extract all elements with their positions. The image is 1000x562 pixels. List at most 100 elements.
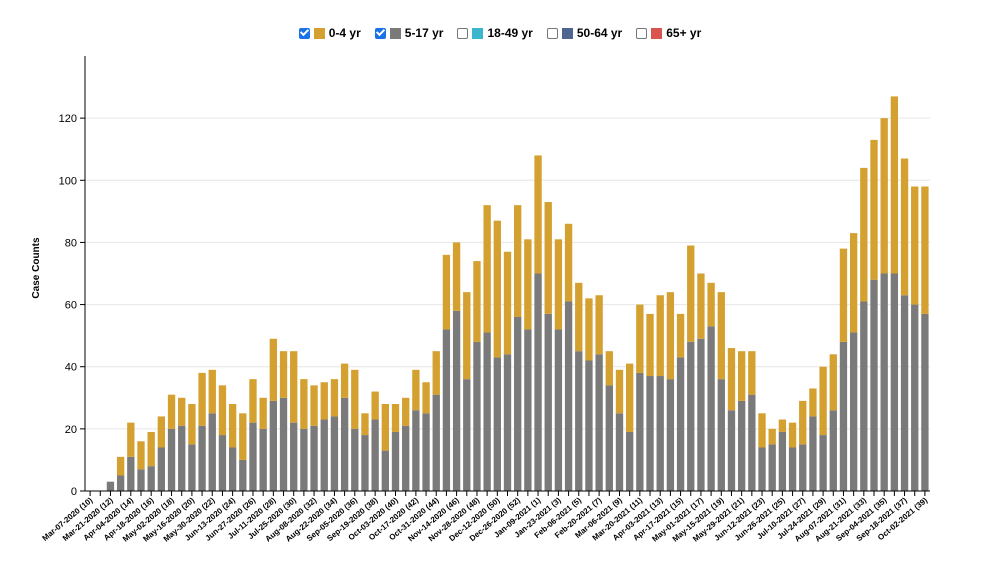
bar-segment-5-17-yr	[819, 435, 827, 491]
bar-segment-0-4-yr	[167, 394, 176, 429]
bar-segment-5-17-yr	[758, 447, 766, 491]
bar-segment-0-4-yr	[717, 292, 725, 380]
legend-checkbox[interactable]	[636, 27, 648, 39]
bar-segment-5-17-yr	[524, 329, 532, 491]
y-tick-label: 60	[65, 300, 77, 312]
bar-segment-0-4-yr	[697, 273, 705, 339]
bar-segment-0-4-yr	[361, 413, 369, 436]
bar-segment-5-17-yr	[717, 379, 725, 491]
bar-segment-5-17-yr	[310, 425, 318, 491]
bar-segment-5-17-yr	[218, 435, 227, 491]
legend-swatch	[389, 27, 401, 39]
bar-segment-5-17-yr	[666, 379, 675, 491]
bar-segment-5-17-yr	[839, 341, 848, 491]
bar-segment-0-4-yr	[330, 379, 339, 417]
bar-segment-5-17-yr	[249, 422, 257, 491]
bar-segment-5-17-yr	[636, 372, 644, 491]
bar-segment-5-17-yr	[534, 273, 542, 491]
bar-segment-0-4-yr	[228, 404, 237, 448]
chart-legend: 0-4 yr 5-17 yr 18-49 yr 50-64 yr 65+ yr	[0, 23, 1000, 43]
bar-segment-0-4-yr	[636, 304, 644, 373]
bar-segment-0-4-yr	[351, 369, 359, 429]
legend-label: 0-4 yr	[328, 26, 361, 40]
legend-label: 18-49 yr	[487, 26, 533, 40]
bar-segment-0-4-yr	[137, 441, 145, 470]
bar-segment-0-4-yr	[788, 422, 797, 448]
legend-checkbox[interactable]	[546, 27, 558, 39]
bar-segment-0-4-yr	[340, 363, 349, 398]
bar-segment-0-4-yr	[269, 338, 278, 401]
legend-item-1[interactable]: 5-17 yr	[374, 26, 443, 40]
bar-segment-5-17-yr	[605, 385, 613, 491]
bar-segment-5-17-yr	[514, 317, 522, 491]
bar-segment-5-17-yr	[727, 410, 736, 491]
gridlines	[85, 117, 930, 430]
bar-segment-5-17-yr	[320, 419, 328, 491]
bar-segment-5-17-yr	[829, 410, 837, 491]
bar-segment-0-4-yr	[127, 422, 135, 457]
legend-swatch	[651, 27, 663, 39]
bar-segment-0-4-yr	[452, 242, 461, 311]
bar-segment-0-4-yr	[605, 351, 613, 386]
legend-checkbox[interactable]	[457, 27, 469, 39]
bar-segment-5-17-yr	[554, 329, 563, 491]
legend-checkbox[interactable]	[374, 27, 386, 39]
bar-segment-5-17-yr	[911, 304, 919, 491]
y-axis-label: Case Counts	[31, 237, 42, 299]
bar-segment-5-17-yr	[544, 313, 552, 491]
bar-segment-0-4-yr	[829, 354, 837, 411]
bar-segment-0-4-yr	[656, 295, 664, 377]
bar-segment-0-4-yr	[768, 428, 776, 445]
bar-segment-5-17-yr	[860, 301, 868, 491]
bar-segment-0-4-yr	[412, 369, 420, 411]
bar-segment-0-4-yr	[860, 167, 868, 302]
bar-segment-5-17-yr	[178, 425, 186, 491]
bar-segment-0-4-yr	[310, 385, 318, 426]
bar-segment-5-17-yr	[330, 416, 339, 491]
bar-segment-5-17-yr	[157, 447, 166, 491]
bar-segment-5-17-yr	[259, 428, 267, 491]
legend-item-2[interactable]: 18-49 yr	[457, 26, 533, 40]
legend-label: 65+ yr	[666, 26, 702, 40]
legend-item-3[interactable]: 50-64 yr	[546, 26, 622, 40]
bar-segment-5-17-yr	[707, 326, 715, 491]
bar-segment-5-17-yr	[432, 394, 440, 491]
bar-segment-0-4-yr	[432, 351, 440, 395]
y-tick-label: 20	[65, 424, 77, 436]
bar-segment-5-17-yr	[483, 332, 491, 491]
bar-segment-5-17-yr	[799, 444, 807, 491]
bar-segment-5-17-yr	[493, 357, 501, 491]
bar-segment-0-4-yr	[799, 400, 807, 445]
legend-checkbox[interactable]	[298, 27, 310, 39]
bar-segment-5-17-yr	[290, 422, 298, 491]
bar-segment-0-4-yr	[707, 282, 715, 327]
bar-segment-5-17-yr	[208, 413, 216, 491]
bar-segment-0-4-yr	[493, 220, 501, 358]
bar-segment-0-4-yr	[300, 379, 308, 429]
legend-item-4[interactable]: 65+ yr	[636, 26, 701, 40]
y-tick-label: 120	[59, 113, 77, 125]
bar-segment-0-4-yr	[116, 456, 125, 476]
bar-segment-0-4-yr	[595, 295, 603, 355]
bar-segment-0-4-yr	[188, 404, 196, 445]
bar-segment-0-4-yr	[921, 186, 929, 314]
bar-segment-0-4-yr	[727, 348, 736, 411]
bar-segment-0-4-yr	[279, 351, 288, 398]
bar-segment-0-4-yr	[198, 372, 206, 426]
bar-segment-0-4-yr	[585, 298, 593, 361]
bar-segment-0-4-yr	[249, 379, 257, 423]
bar-segment-5-17-yr	[615, 413, 624, 491]
y-axis-ticks: 0 20 40 60 80 100 120	[59, 113, 85, 498]
legend-swatch	[313, 27, 325, 39]
bar-segment-5-17-yr	[890, 273, 899, 491]
bar-segment-5-17-yr	[788, 447, 797, 491]
bar-segment-0-4-yr	[900, 158, 909, 296]
bar-segment-5-17-yr	[351, 428, 359, 491]
bar-segment-0-4-yr	[544, 202, 552, 314]
bar-segment-5-17-yr	[412, 410, 420, 491]
legend-item-0[interactable]: 0-4 yr	[298, 26, 361, 40]
bar-segment-0-4-yr	[758, 413, 766, 448]
bar-segment-0-4-yr	[748, 351, 756, 395]
bar-segment-5-17-yr	[452, 310, 461, 491]
